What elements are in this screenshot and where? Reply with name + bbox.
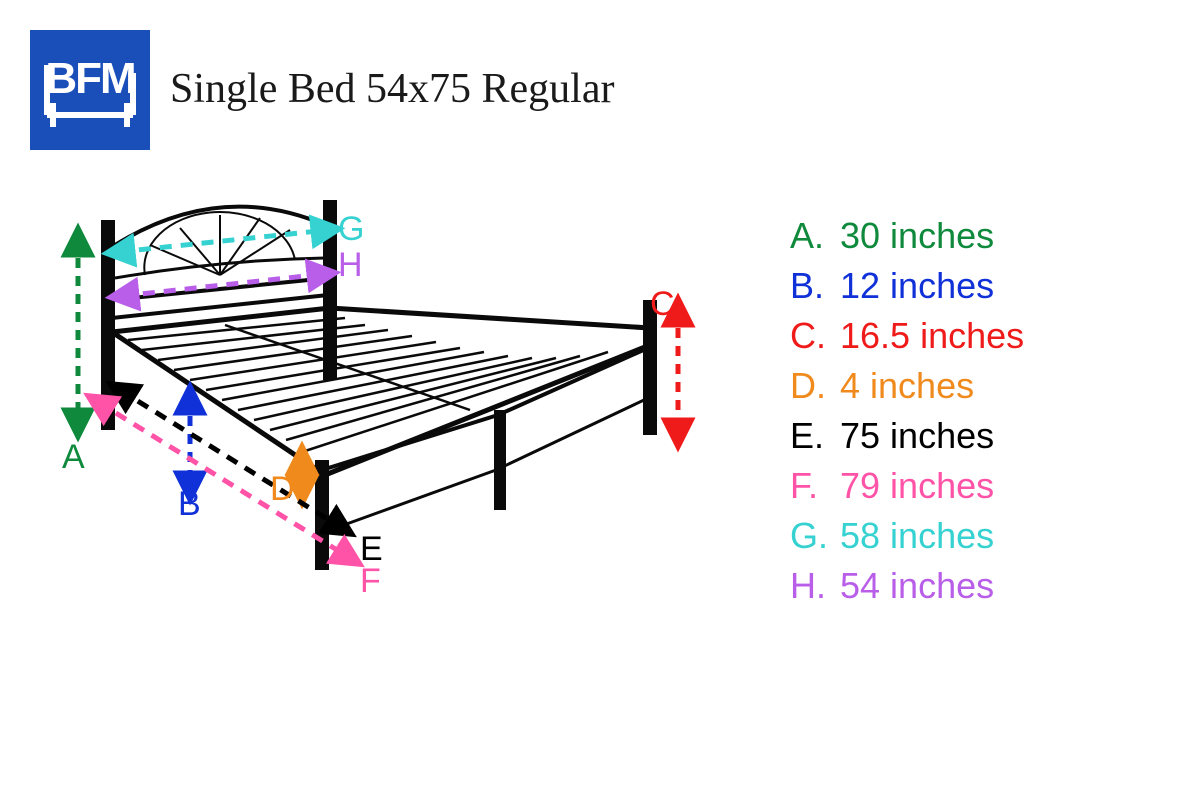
bed-dimension-diagram: A B C D E F G H [30, 200, 710, 650]
legend-value: 79 inches [840, 465, 994, 507]
svg-text:BFM: BFM [45, 54, 134, 103]
dim-label-h: H [338, 246, 363, 285]
dim-label-g: G [338, 210, 364, 249]
legend-row: A.30 inches [790, 215, 1160, 257]
product-title: Single Bed 54x75 Regular [170, 65, 614, 113]
legend-value: 75 inches [840, 415, 994, 457]
legend-letter: C. [790, 315, 840, 357]
dim-label-b: B [178, 485, 201, 524]
dim-arrow-h [122, 274, 324, 296]
legend-letter: E. [790, 415, 840, 457]
dim-label-a: A [62, 438, 85, 477]
legend-value: 16.5 inches [840, 315, 1024, 357]
dim-label-f: F [360, 562, 381, 601]
legend-row: G.58 inches [790, 515, 1160, 557]
legend-letter: A. [790, 215, 840, 257]
legend-row: C.16.5 inches [790, 315, 1160, 357]
dim-label-c: C [650, 285, 675, 324]
bfm-logo-icon: BFM [35, 35, 145, 145]
legend-row: B.12 inches [790, 265, 1160, 307]
legend-letter: H. [790, 565, 840, 607]
legend-row: F.79 inches [790, 465, 1160, 507]
legend-value: 58 inches [840, 515, 994, 557]
dim-arrow-f [98, 402, 350, 558]
legend-value: 12 inches [840, 265, 994, 307]
legend-letter: B. [790, 265, 840, 307]
legend-row: E.75 inches [790, 415, 1160, 457]
legend-row: H.54 inches [790, 565, 1160, 607]
legend-row: D.4 inches [790, 365, 1160, 407]
legend-value: 4 inches [840, 365, 974, 407]
dimension-legend: A.30 inchesB.12 inchesC.16.5 inchesD.4 i… [790, 215, 1160, 615]
dim-arrow-g [118, 230, 328, 252]
legend-letter: G. [790, 515, 840, 557]
brand-logo: BFM [30, 30, 150, 150]
legend-value: 30 inches [840, 215, 994, 257]
legend-letter: D. [790, 365, 840, 407]
legend-value: 54 inches [840, 565, 994, 607]
legend-letter: F. [790, 465, 840, 507]
dim-label-d: D [270, 470, 295, 509]
